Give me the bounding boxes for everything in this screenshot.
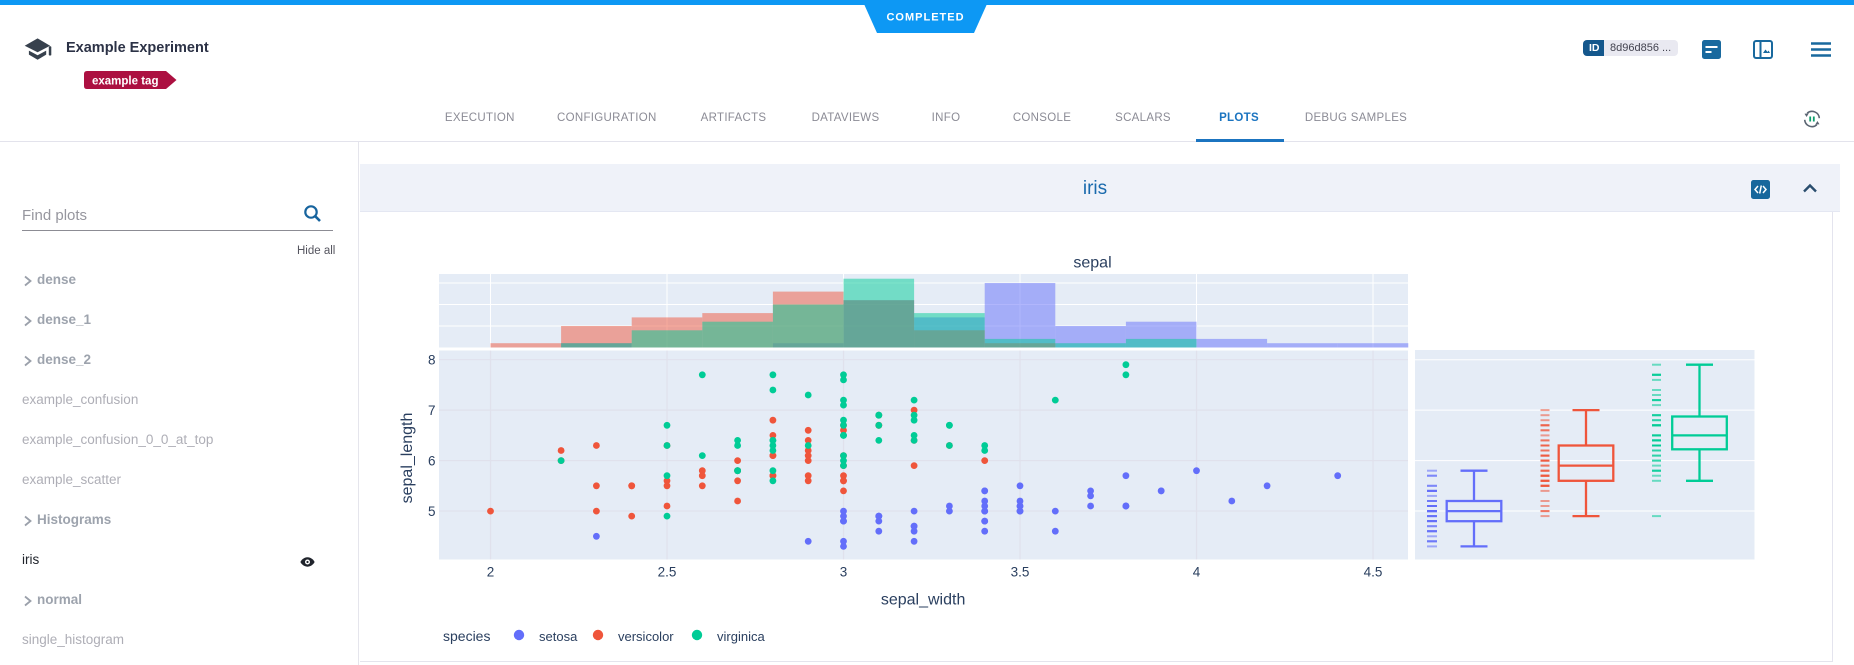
svg-text:3: 3	[840, 565, 848, 580]
svg-text:COMPLETED: COMPLETED	[886, 12, 964, 24]
svg-text:2.5: 2.5	[658, 565, 677, 580]
svg-text:4: 4	[1193, 565, 1201, 580]
svg-text:3.5: 3.5	[1011, 565, 1030, 580]
svg-text:sepal_length: sepal_length	[399, 413, 416, 504]
svg-text:8: 8	[428, 353, 436, 368]
svg-text:setosa: setosa	[539, 629, 578, 644]
svg-text:sepal_width: sepal_width	[881, 592, 966, 609]
svg-text:7: 7	[428, 403, 436, 418]
svg-text:sepal: sepal	[1073, 255, 1111, 272]
svg-text:6: 6	[428, 453, 436, 468]
svg-text:2: 2	[487, 565, 495, 580]
svg-text:versicolor: versicolor	[618, 629, 674, 644]
svg-text:5: 5	[428, 504, 436, 519]
svg-text:4.5: 4.5	[1364, 565, 1383, 580]
svg-text:virginica: virginica	[717, 629, 765, 644]
svg-text:species: species	[443, 628, 490, 644]
svg-text:example tag: example tag	[92, 76, 158, 88]
